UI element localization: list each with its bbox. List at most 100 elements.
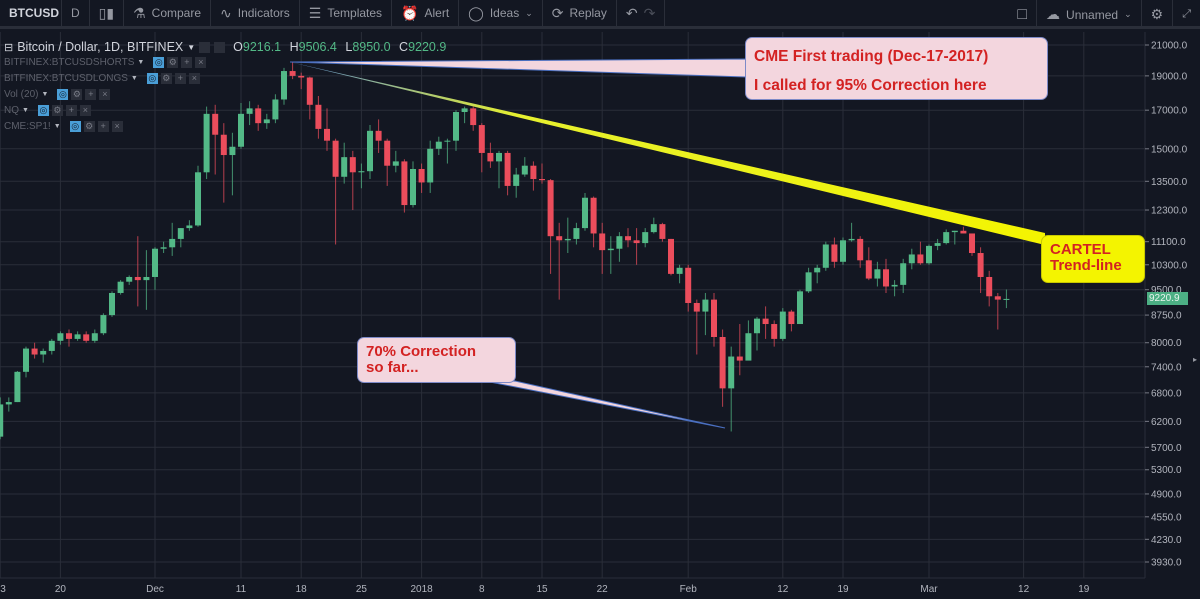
redo-icon[interactable]: ↷ [643, 4, 656, 21]
indicators-icon: ∿ [220, 4, 232, 21]
compare-button[interactable]: ⚗ Compare [124, 0, 212, 28]
expand-arrow-icon[interactable]: ▸ [1193, 355, 1198, 364]
close-icon[interactable]: × [195, 56, 207, 68]
candle-up [48, 338, 55, 355]
candle-down [315, 96, 322, 139]
study-legend-item[interactable]: NQ ▼ ◎ ⚙ + × [4, 102, 451, 118]
eye-icon[interactable]: ◎ [37, 104, 49, 116]
price-axis[interactable]: 21000.0 19000.0 17000.0 15000.0 13500.0 12300… [1145, 41, 1188, 569]
plus-icon[interactable]: + [181, 56, 193, 68]
layout-button[interactable]: □ [1008, 0, 1038, 29]
eye-icon[interactable]: ◎ [57, 88, 69, 100]
undo-icon[interactable]: ↶ [625, 4, 638, 21]
plus-icon[interactable]: + [174, 72, 186, 84]
candle-body [865, 260, 872, 279]
dropdown-icon[interactable]: ▼ [187, 42, 196, 52]
candle-up [461, 106, 468, 124]
candle-body [642, 232, 649, 244]
close-icon[interactable]: × [188, 72, 200, 84]
gear-icon[interactable]: ⚙ [71, 88, 83, 100]
interval-button[interactable]: D [62, 0, 90, 28]
templates-label: Templates [327, 6, 383, 20]
close-icon[interactable]: × [79, 104, 91, 116]
candle-down [134, 236, 141, 307]
candle-body [281, 71, 287, 100]
candle-up [272, 94, 279, 124]
chart-type-button[interactable]: ▯▮ [90, 0, 125, 28]
candle-up [23, 346, 29, 378]
symbol-search[interactable]: BTCUSD [0, 0, 62, 28]
candle-body [650, 224, 657, 233]
candle-body [607, 248, 614, 251]
collapse-icon[interactable]: ⊟ [4, 41, 14, 54]
candle-up [177, 228, 184, 248]
replay-label: Replay [569, 6, 607, 20]
study-legend-item[interactable]: CME:SP1! ▼ ◎ ⚙ + × [4, 118, 451, 134]
replay-button[interactable]: ⟳ Replay [543, 0, 617, 28]
correction-callout[interactable]: 70% Correction so far... [357, 337, 516, 383]
study-name: BITFINEX:BTCUSDSHORTS [4, 56, 135, 68]
cartel-callout[interactable]: CARTEL Trend-line [1041, 235, 1145, 283]
gear-icon[interactable]: ⚙ [51, 104, 63, 116]
high-value: 9506.4 [298, 40, 337, 54]
study-legend-item[interactable]: Vol (20) ▼ ◎ ⚙ + × [4, 86, 451, 102]
candle-down [349, 150, 356, 211]
candle-body [788, 311, 795, 325]
candle-body [91, 333, 98, 341]
candle-up [951, 230, 958, 245]
gear-icon[interactable]: ⚙ [83, 120, 95, 132]
time-axis[interactable]: 13 20 Dec 11 18 25 2018 8 15 22 Feb 12 19 Mar 12 19 [0, 584, 1090, 595]
dropdown-icon[interactable]: ▼ [53, 122, 61, 130]
save-layout-button[interactable]: ☁ Unnamed ⌄ [1037, 0, 1142, 29]
templates-button[interactable]: ☰ Templates [300, 0, 393, 28]
candle-down [659, 222, 666, 242]
candle-body [384, 140, 391, 166]
dropdown-icon[interactable]: ▼ [41, 90, 49, 98]
price-tick-label: 10300.0 [1151, 260, 1188, 271]
gear-icon[interactable]: ⚙ [167, 56, 179, 68]
plus-icon[interactable]: + [97, 120, 109, 132]
cloud-icon: ☁ [1046, 6, 1061, 22]
close-icon[interactable]: × [99, 88, 111, 100]
eye-icon[interactable]: ◎ [153, 56, 165, 68]
candle-body [530, 165, 537, 180]
candle-up [573, 222, 580, 245]
cartel-trend-line[interactable] [290, 62, 1045, 245]
price-tick-label: 4230.0 [1151, 535, 1182, 546]
indicators-button[interactable]: ∿ Indicators [211, 0, 300, 28]
candle-body [143, 276, 150, 281]
gear-icon[interactable]: ⚙ [160, 72, 172, 84]
close-icon[interactable]: × [111, 120, 123, 132]
study-legend-item[interactable]: BITFINEX:BTCUSDLONGS ▼ ◎ ⚙ + × [4, 70, 451, 86]
candle-body [573, 228, 580, 239]
last-price-label: 9220.9 [1147, 292, 1188, 305]
alert-button[interactable]: ⏰ Alert [392, 0, 460, 28]
dropdown-icon[interactable]: ▼ [22, 106, 29, 114]
dropdown-icon[interactable]: ▼ [137, 58, 145, 66]
candle-up [5, 397, 12, 412]
ideas-button[interactable]: ◯ Ideas ⌄ [459, 0, 543, 28]
plus-icon[interactable]: + [65, 104, 77, 116]
study-name: Vol (20) [4, 88, 39, 100]
compare-label: Compare [151, 6, 202, 20]
eye-icon[interactable] [199, 41, 211, 53]
study-legend-item[interactable]: BITFINEX:BTCUSDSHORTS ▼ ◎ ⚙ + × [4, 54, 451, 70]
dropdown-icon[interactable]: ▼ [130, 74, 138, 82]
candle-body [444, 140, 451, 142]
candle-body [564, 238, 571, 241]
main-series-legend[interactable]: ⊟ Bitcoin / Dollar, 1D, BITFINEX ▼ O9216… [4, 40, 451, 54]
settings-button[interactable]: ⚙ [1142, 0, 1174, 29]
cartel-callout-line2: Trend-line [1050, 257, 1122, 274]
candle-body [736, 356, 743, 361]
price-tick-label: 6200.0 [1151, 417, 1182, 428]
gear-icon[interactable] [214, 41, 226, 53]
candle-body [719, 336, 726, 389]
candle-body [556, 236, 563, 241]
cme-callout[interactable]: CME First trading (Dec-17-2017) I called… [745, 37, 1048, 100]
candle-down [771, 320, 778, 347]
eye-icon[interactable]: ◎ [69, 120, 81, 132]
eye-icon[interactable]: ◎ [146, 72, 158, 84]
plus-icon[interactable]: + [85, 88, 97, 100]
fullscreen-button[interactable]: ⤢ [1173, 0, 1200, 29]
